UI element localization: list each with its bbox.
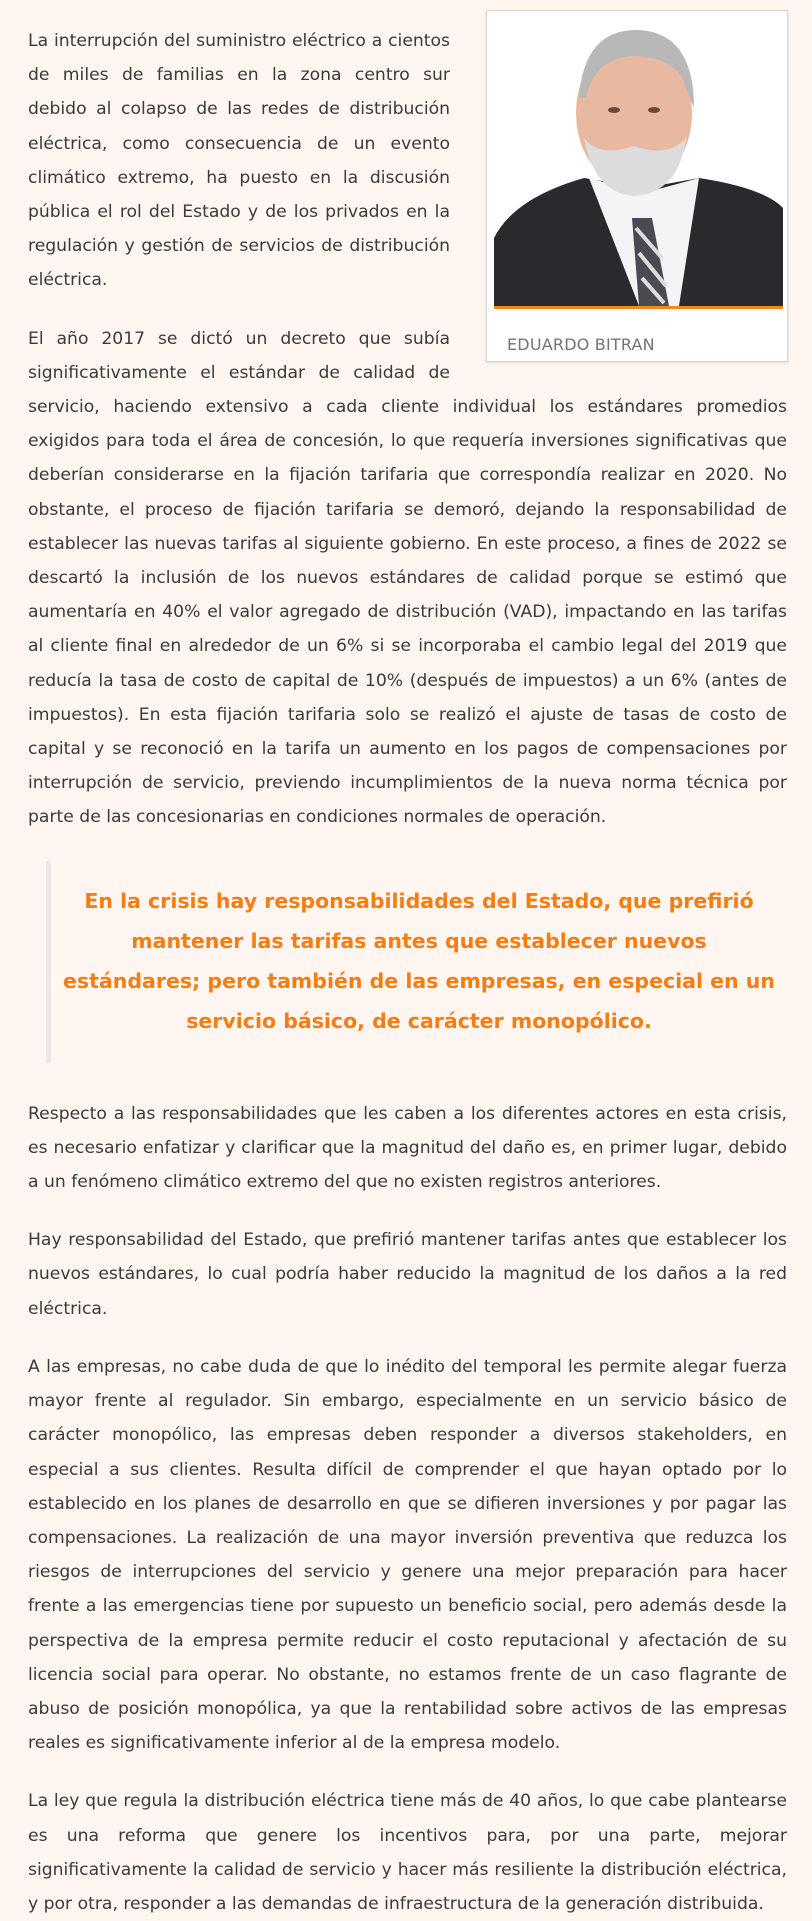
author-card: EDUARDO BITRAN xyxy=(486,10,788,362)
author-photo xyxy=(494,18,783,309)
paragraph: La ley que regula la distribución eléctr… xyxy=(28,1791,787,1914)
author-name: EDUARDO BITRAN xyxy=(507,335,655,354)
paragraph: El año 2017 se dictó un decreto que subí… xyxy=(28,328,787,828)
paragraph: Hay responsabilidad del Estado, que pref… xyxy=(28,1230,787,1319)
paragraph: Respecto a las responsabilidades que les… xyxy=(28,1103,787,1193)
pull-quote: En la crisis hay responsabilidades del E… xyxy=(46,860,787,1063)
paragraph: La interrupción del suministro eléctrico… xyxy=(28,31,450,291)
paragraph: A las empresas, no cabe duda de que lo i… xyxy=(28,1356,787,1754)
